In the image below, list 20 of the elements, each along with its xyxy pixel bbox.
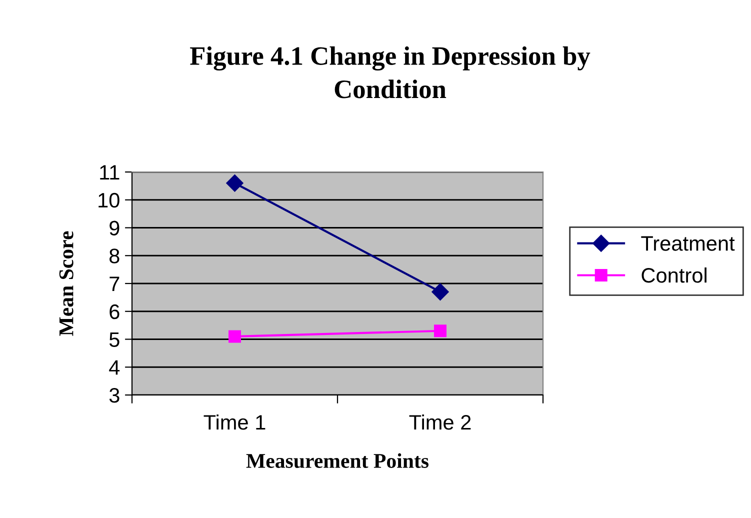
legend-label: Treatment	[641, 236, 735, 251]
y-tick-label: 4	[109, 360, 120, 375]
y-tick-label: 10	[98, 192, 120, 208]
y-tick-label: 6	[110, 304, 120, 320]
chart-title: Figure 4.1 Change in Depression by Condition	[190, 46, 590, 98]
y-tick-label: 8	[110, 248, 120, 264]
x-axis-title: Measurement Points	[246, 453, 429, 468]
x-tick-label: Time 1	[204, 414, 266, 430]
y-axis-title: Mean Score	[59, 231, 74, 336]
point	[228, 330, 241, 343]
x-tick-label: Time 2	[409, 414, 471, 430]
y-tick-label: 5	[109, 332, 120, 348]
y-tick-label: 7	[110, 276, 120, 292]
y-tick-label: 3	[109, 388, 120, 403]
point	[432, 283, 449, 300]
y-tick-label: 11	[100, 165, 120, 180]
point	[226, 174, 244, 192]
y-tick-label: 9	[110, 220, 120, 236]
point	[434, 324, 446, 338]
legend-label: Control	[642, 267, 706, 283]
